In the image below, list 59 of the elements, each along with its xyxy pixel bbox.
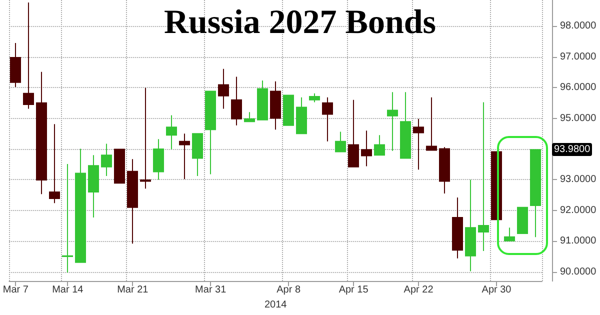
candlestick [36,71,47,195]
y-tick-label: 96.0000 [560,82,597,94]
x-tick-label: Apr 22 [404,284,434,296]
candlestick [10,42,21,88]
candlestick [153,138,164,180]
x-tick-label: Mar 21 [117,284,149,296]
candlestick [88,154,99,218]
candlestick [179,133,190,180]
candlestick [309,92,320,103]
x-tick-label: Apr 8 [276,284,301,296]
candlestick [244,112,255,122]
y-tick-label: 93.0000 [560,174,597,186]
candlestick [439,146,450,194]
candlestick [140,87,151,190]
candlestick [348,99,359,168]
candlestick [413,118,424,170]
candlestick [257,80,268,120]
candlestick [283,94,294,126]
candlestick [49,124,60,204]
y-tick-label: 91.0000 [560,236,597,247]
candlestick [218,68,229,110]
candlestick [114,148,125,184]
candlestick [374,134,385,156]
x-tick-label: Mar 7 [2,284,29,296]
candlestick [296,96,307,134]
candlestick [400,92,411,159]
candlestick [335,131,346,152]
candlestick [361,130,372,167]
candlestick [517,206,528,234]
text: 93.9800 [552,143,592,156]
candlestick [270,80,281,130]
x-tick-label: Apr 30 [482,284,512,296]
x-tick-label: Apr 15 [338,284,369,296]
y-tick-label: 92.0000 [560,204,597,216]
x-tick-label: Mar 14 [52,284,84,296]
candlestick [231,76,242,126]
y-tick-label: 95.0000 [560,112,597,124]
y-tick-label: 90.0000 [560,266,597,278]
candlestick [101,143,112,177]
candlestick [387,92,398,152]
y-tick-label: 98.0000 [560,20,597,32]
candlestick [75,148,86,263]
candlestick [465,179,476,272]
y-tick-label: 97.0000 [560,51,597,62]
candlestick [166,114,177,150]
x-axis-title: 2014 [264,300,288,310]
candlestick [62,164,73,273]
candlestick [452,197,463,259]
candlestick [322,96,333,142]
candlestick [504,227,515,242]
candlestick [426,96,437,151]
candlestick [205,90,216,175]
candlestick [192,133,203,177]
candlestick [478,102,489,252]
candlestick [530,149,541,238]
candlestick [127,158,138,244]
x-tick-label: Mar 31 [195,284,227,296]
chart-title: Russia 2027 Bonds [164,4,436,41]
candlestick [23,2,34,110]
